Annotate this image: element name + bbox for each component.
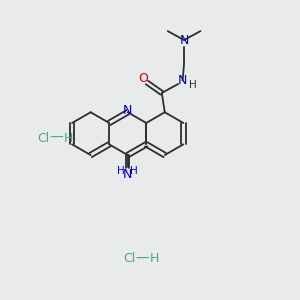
Text: —: — — [136, 251, 149, 266]
Text: N: N — [178, 74, 187, 87]
Text: O: O — [138, 73, 148, 85]
Text: H: H — [64, 132, 73, 145]
Text: N: N — [123, 169, 132, 182]
Text: H: H — [150, 252, 159, 265]
Text: H: H — [189, 80, 197, 90]
Text: N: N — [179, 34, 189, 46]
Text: N: N — [123, 104, 132, 117]
Text: H: H — [130, 166, 138, 176]
Text: Cl: Cl — [123, 252, 136, 265]
Text: H: H — [117, 166, 125, 176]
Text: Cl: Cl — [37, 132, 49, 145]
Text: —: — — [50, 131, 63, 145]
